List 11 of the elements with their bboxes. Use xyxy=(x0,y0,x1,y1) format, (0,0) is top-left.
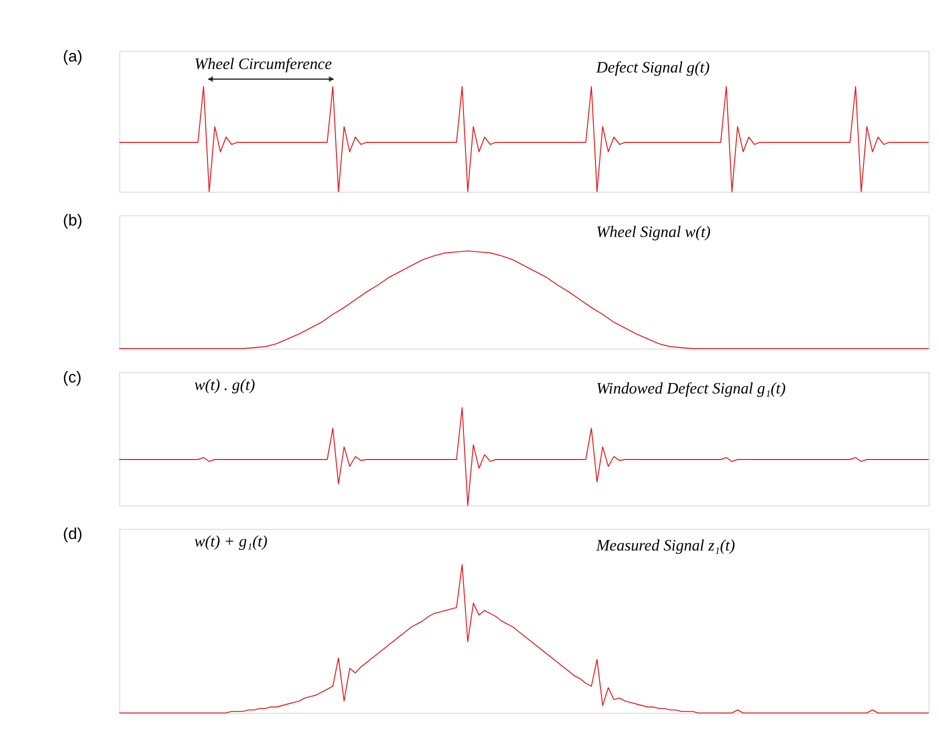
text: w(t) + g₁(t) xyxy=(194,534,268,551)
chart-title: (a) xyxy=(62,48,82,66)
text: Wheel Signal w(t) xyxy=(596,224,711,241)
text: Measured Signal z₁(t) xyxy=(595,537,736,554)
chart-title: (b) xyxy=(62,212,82,230)
chart-title: (d) xyxy=(62,526,82,544)
text: Defect Signal g(t) xyxy=(595,60,710,77)
text: Windowed Defect Signal g₁(t) xyxy=(596,380,786,398)
text: w(t) . g(t) xyxy=(194,376,256,394)
text: Wheel Circumference xyxy=(194,56,332,73)
chart-title: (c) xyxy=(62,369,82,386)
